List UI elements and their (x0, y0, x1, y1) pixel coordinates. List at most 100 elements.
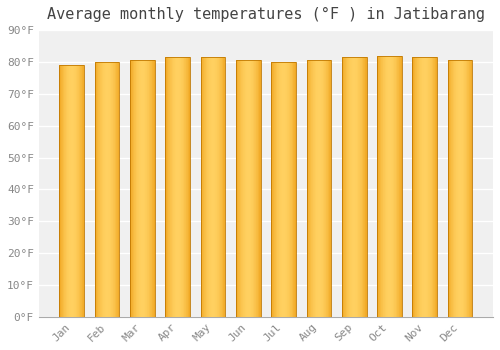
Bar (236, 60, 260, 317)
Bar (75, 65, 76, 317)
Bar (353, 57, 354, 317)
Bar (352, 57, 353, 317)
Bar (132, 60, 133, 317)
Bar (250, 60, 251, 317)
Bar (200, 57, 202, 317)
Bar (310, 60, 311, 317)
Bar (212, 57, 213, 317)
Bar (73, 65, 74, 317)
Bar (361, 57, 362, 317)
Bar (364, 57, 366, 317)
Bar (174, 57, 175, 317)
Bar (379, 56, 380, 317)
Bar (275, 62, 276, 317)
Bar (342, 57, 343, 317)
Bar (137, 60, 138, 317)
Bar (109, 62, 110, 317)
Bar (290, 62, 291, 317)
Bar (204, 57, 205, 317)
Bar (384, 56, 385, 317)
Bar (286, 62, 288, 317)
Bar (189, 57, 190, 317)
Bar (67, 65, 68, 317)
Bar (306, 60, 331, 317)
Bar (223, 57, 224, 317)
Bar (289, 62, 290, 317)
Bar (426, 57, 427, 317)
Bar (171, 57, 172, 317)
Bar (153, 60, 154, 317)
Bar (141, 60, 142, 317)
Bar (320, 60, 322, 317)
Bar (319, 60, 320, 317)
Bar (64, 65, 65, 317)
Bar (413, 57, 414, 317)
Bar (135, 60, 136, 317)
Bar (315, 60, 316, 317)
Bar (294, 62, 296, 317)
Bar (110, 62, 111, 317)
Bar (257, 60, 258, 317)
Bar (80, 65, 81, 317)
Bar (238, 60, 239, 317)
Bar (253, 60, 254, 317)
Bar (458, 60, 459, 317)
Bar (276, 62, 277, 317)
Bar (242, 60, 244, 317)
Bar (396, 56, 397, 317)
Bar (356, 57, 358, 317)
Bar (207, 57, 208, 317)
Bar (344, 57, 345, 317)
Bar (148, 60, 149, 317)
Bar (94, 62, 120, 317)
Bar (140, 60, 141, 317)
Bar (432, 57, 433, 317)
Bar (397, 56, 398, 317)
Bar (422, 57, 423, 317)
Bar (254, 60, 255, 317)
Bar (181, 57, 182, 317)
Bar (280, 62, 281, 317)
Bar (103, 62, 104, 317)
Bar (378, 56, 379, 317)
Bar (271, 62, 272, 317)
Bar (271, 62, 296, 317)
Bar (60, 65, 84, 317)
Bar (465, 60, 466, 317)
Bar (81, 65, 82, 317)
Bar (206, 57, 207, 317)
Bar (419, 57, 420, 317)
Bar (187, 57, 188, 317)
Bar (219, 57, 220, 317)
Bar (245, 60, 246, 317)
Bar (316, 60, 317, 317)
Bar (412, 57, 413, 317)
Bar (259, 60, 260, 317)
Bar (68, 65, 70, 317)
Bar (114, 62, 115, 317)
Bar (154, 60, 155, 317)
Bar (354, 57, 355, 317)
Bar (363, 57, 364, 317)
Bar (134, 60, 135, 317)
Bar (436, 57, 437, 317)
Bar (116, 62, 117, 317)
Bar (307, 60, 308, 317)
Bar (106, 62, 107, 317)
Bar (100, 62, 101, 317)
Bar (185, 57, 186, 317)
Bar (451, 60, 452, 317)
Bar (133, 60, 134, 317)
Bar (395, 56, 396, 317)
Bar (177, 57, 178, 317)
Bar (65, 65, 66, 317)
Bar (74, 65, 75, 317)
Bar (214, 57, 215, 317)
Bar (323, 60, 324, 317)
Bar (282, 62, 283, 317)
Bar (428, 57, 429, 317)
Bar (462, 60, 463, 317)
Bar (351, 57, 352, 317)
Bar (421, 57, 422, 317)
Bar (142, 60, 143, 317)
